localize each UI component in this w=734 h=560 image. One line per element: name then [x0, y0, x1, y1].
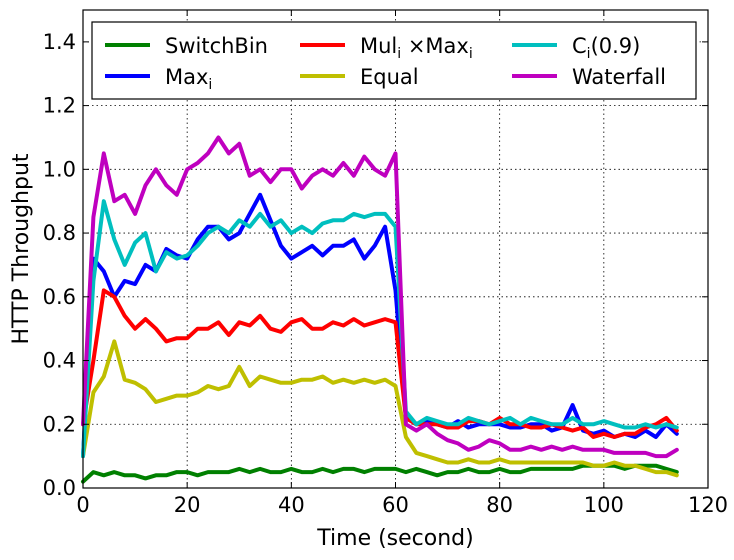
y-tick-label: 0.6: [43, 285, 76, 309]
x-tick-label: 100: [584, 493, 624, 517]
series-line-maxi: [81, 192, 679, 459]
y-tick-label: 1.0: [43, 157, 76, 181]
y-axis-title: HTTP Throughput: [9, 153, 34, 344]
legend-entry-label: Maxi: [165, 65, 212, 93]
y-tick-label: 1.4: [43, 30, 76, 54]
y-tick-label: 0.2: [43, 412, 76, 436]
x-tick-label: 0: [76, 493, 89, 517]
x-tick-label: 60: [382, 493, 409, 517]
y-tick-label: 0.4: [43, 349, 76, 373]
series-line-switchbin: [81, 463, 679, 484]
axis-ticks: 0 20 40 60 80 100 120 0.0 0.2 0.4 0.6 0.8 1.0 1.2 1.4: [43, 10, 728, 517]
series-line-waterfall: [81, 135, 679, 459]
series-line-muli-maxi: [81, 288, 679, 439]
x-tick-label: 120: [688, 493, 728, 517]
legend-entry-label: Ci(0.9): [572, 34, 640, 62]
x-tick-label: 20: [174, 493, 201, 517]
legend-entry-label: Equal: [360, 65, 419, 89]
y-tick-label: 1.2: [43, 94, 76, 118]
legend-entry-label: Waterfall: [572, 65, 666, 89]
legend-box: [91, 21, 697, 100]
series-line-ci-0-9: [81, 199, 679, 459]
y-tick-label: 0.0: [43, 476, 76, 500]
x-tick-label: 40: [278, 493, 305, 517]
x-axis-title: Time (second): [316, 526, 473, 551]
series-line-equal: [81, 339, 679, 478]
legend-entry-label: SwitchBin: [165, 34, 268, 58]
y-tick-label: 0.8: [43, 221, 76, 245]
legend-entry-label: Muli ×Maxi: [360, 34, 473, 62]
x-tick-label: 80: [486, 493, 513, 517]
series-lines: [81, 135, 679, 484]
legend: SwitchBin Maxi Muli ×Maxi Equal Ci(0.9) Water…: [91, 21, 697, 100]
